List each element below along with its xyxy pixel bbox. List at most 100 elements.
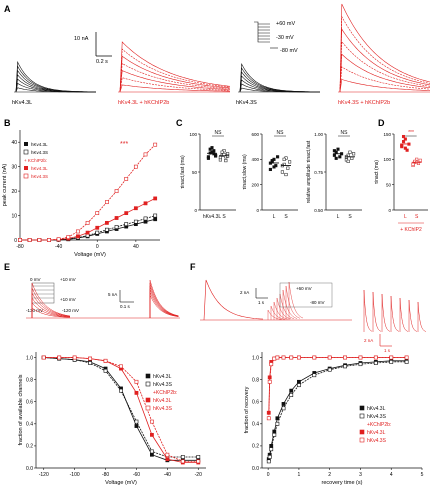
data-point xyxy=(165,452,170,457)
x-tick-label: -80 xyxy=(102,472,109,478)
data-point xyxy=(289,355,294,360)
panel-f-traces xyxy=(200,279,427,332)
data-point xyxy=(332,149,336,153)
data-point xyxy=(338,155,342,159)
data-point xyxy=(284,172,288,177)
significance-label: NS xyxy=(341,130,349,136)
y-tick-label: 0.0 xyxy=(26,466,33,472)
y-tick-label: 50 xyxy=(192,170,198,175)
data-point xyxy=(267,379,272,384)
y-axis-label: fraction of recovery xyxy=(244,386,250,433)
data-point xyxy=(143,152,148,157)
y-axis-label: τinact (ms) xyxy=(374,160,380,184)
current-trace xyxy=(31,302,71,318)
x-category-label: L xyxy=(273,214,276,220)
data-point xyxy=(297,355,301,360)
legend-label: hKv4.3S xyxy=(367,414,387,420)
data-point xyxy=(133,164,138,169)
legend-label: hKv4.3S xyxy=(153,382,173,388)
protocol-e-3: +10 mV xyxy=(60,297,76,302)
data-point xyxy=(114,216,119,220)
data-point xyxy=(266,459,271,464)
y-tick-label: 100 xyxy=(383,157,391,162)
current-trace xyxy=(31,292,71,318)
significance-label: NS xyxy=(277,130,285,136)
data-point xyxy=(76,234,80,239)
y-tick-label: 0.4 xyxy=(252,422,259,428)
legend-b-0: hKv4.3L xyxy=(31,142,48,147)
current-trace xyxy=(119,55,231,93)
series-line xyxy=(43,357,199,462)
data-point xyxy=(275,355,280,360)
chart-e: -120 -100 -80 -60 -40 -20 0.0 0.2 0.4 0.6 0.8 1.0 Vo… xyxy=(18,352,206,486)
y-tick-label: 0 xyxy=(256,208,259,213)
panel-c-label: C xyxy=(176,118,183,128)
trace-label-4: hKv4.3S + hKChIP2b xyxy=(338,100,390,106)
data-point xyxy=(332,153,336,157)
y-tick-label: 100 xyxy=(189,132,197,137)
data-point xyxy=(272,356,277,361)
current-trace xyxy=(339,79,431,93)
current-trace xyxy=(273,301,289,320)
trace-hkv43s xyxy=(238,62,320,93)
y-tick-label: 1.0 xyxy=(26,355,33,361)
legend-label: +KChIP2b: xyxy=(367,422,391,428)
legend-label: +KChIP2b: xyxy=(153,390,177,396)
data-point xyxy=(134,390,139,395)
x-tick-label: -80 xyxy=(16,244,23,250)
series-line xyxy=(268,361,407,462)
y-tick-label: 600 xyxy=(251,132,259,137)
data-point xyxy=(196,459,201,464)
current-trace xyxy=(372,291,382,332)
trace-label-2: hKv4.3L + hKChIP2b xyxy=(118,100,169,106)
data-point xyxy=(334,156,338,160)
data-point xyxy=(180,459,185,464)
data-point xyxy=(348,150,352,154)
current-trace xyxy=(339,66,431,93)
y-axis-label: peak current (nA) xyxy=(2,164,8,207)
trace-hkv43l xyxy=(14,60,96,93)
chart-f: 0 1 2 3 4 5 0.0 0.2 0.4 0.6 0.8 1.0 recovery time (s… xyxy=(244,352,424,486)
data-point xyxy=(275,416,280,421)
current-trace xyxy=(149,282,179,318)
current-trace xyxy=(270,305,286,320)
x-tick-label: -60 xyxy=(133,472,140,478)
x-axis-label: Voltage (mV) xyxy=(105,480,137,486)
data-point xyxy=(104,227,109,232)
x-tick-label: -40 xyxy=(164,472,171,478)
data-point xyxy=(150,452,154,457)
current-trace xyxy=(339,15,431,93)
legend-label: hKv4.3L xyxy=(367,430,386,436)
data-point xyxy=(281,402,286,406)
x-tick-label: 0 xyxy=(267,472,270,478)
data-point xyxy=(133,219,138,224)
data-point xyxy=(27,238,32,242)
protocol-e-4: -120 mV xyxy=(62,308,79,313)
data-point xyxy=(124,211,129,216)
data-point xyxy=(282,157,286,161)
legend-label: hKv4.3S xyxy=(367,438,387,444)
x-axis-label: Voltage (mV) xyxy=(74,252,106,258)
data-point xyxy=(134,424,139,428)
data-point xyxy=(373,355,378,360)
protocol-e-2: -130 mV xyxy=(26,308,43,313)
legend-marker xyxy=(145,381,151,387)
y-axis-label: τinact,slow (ms) xyxy=(242,154,248,190)
protocol-f-1: -80 mV xyxy=(310,300,325,305)
data-point xyxy=(411,162,415,166)
legend-marker xyxy=(145,373,151,379)
data-point xyxy=(346,159,350,163)
data-point xyxy=(401,134,406,139)
data-point xyxy=(88,361,92,365)
y-tick-label: 0 xyxy=(14,238,17,244)
data-point xyxy=(150,419,154,424)
data-point xyxy=(268,167,272,172)
data-point xyxy=(220,150,224,154)
protocol-f-0: +60 mV xyxy=(296,286,312,291)
data-point xyxy=(76,229,80,234)
data-point xyxy=(343,355,347,360)
current-trace xyxy=(399,297,409,332)
data-point xyxy=(350,156,354,160)
data-point xyxy=(415,157,419,161)
data-point xyxy=(37,238,42,242)
